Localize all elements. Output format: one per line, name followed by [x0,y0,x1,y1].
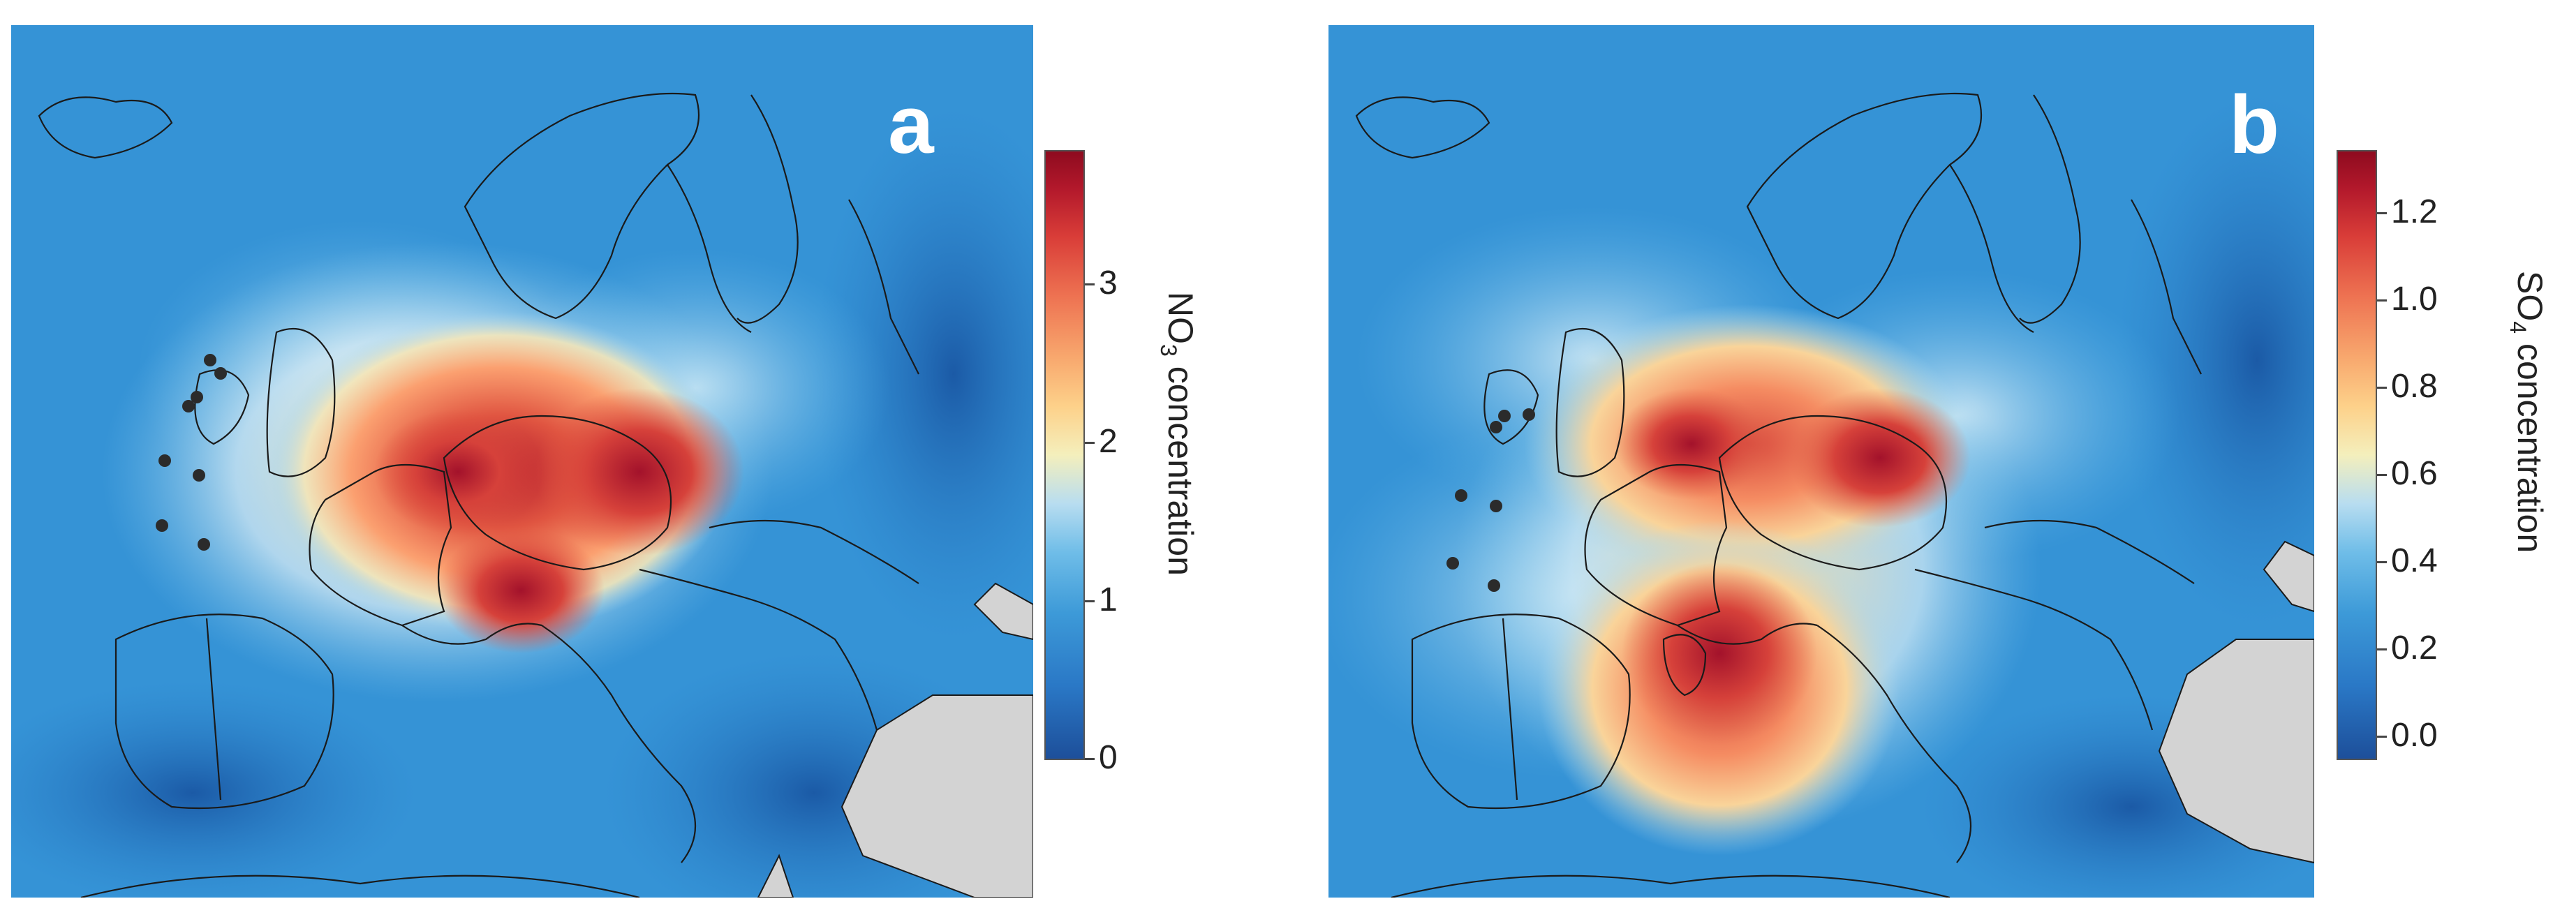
colorbar-tick-label: 3 [1099,265,1118,302]
colorbar-title: SO4 concentration [2505,271,2549,553]
colorbar-tick-label: 0.8 [2391,368,2438,405]
colorbar-title-prefix: NO [1161,292,1200,344]
so4-colorbar [2337,150,2377,760]
colorbar-tick-mark [1085,283,1095,285]
map-b-svg [1328,25,2314,898]
colorbar-tick-mark [2377,561,2387,563]
colorbar-tick-label: 2 [1099,423,1118,460]
sample-site [1498,410,1511,422]
colorbar-title-prefix: SO [2510,271,2549,322]
colorbar-title-suffix: concentration [1161,356,1200,576]
sample-site [1490,421,1502,433]
colorbar-tick-label: 0.6 [2391,455,2438,492]
no3-colorbar [1044,150,1085,760]
colorbar-title-subscript: 4 [2505,321,2531,334]
sample-sites-a [156,354,227,551]
sample-site [182,400,195,412]
colorbar-tick-label: 0.2 [2391,630,2438,667]
sample-site [1523,408,1535,421]
colorbar-tick-mark [2377,387,2387,389]
no3-concentration-map [11,25,1033,898]
sample-site [156,519,168,532]
colorbar-tick-mark [1085,600,1095,602]
sample-site [193,469,205,482]
map-a-svg [11,25,1033,898]
colorbar-gradient [1046,151,1083,759]
colorbar-tick-mark [2377,212,2387,214]
panel-letter: b [2229,79,2280,171]
colorbar-title: NO3 concentration [1156,292,1200,576]
sample-site [204,354,216,366]
colorbar-title-subscript: 3 [1156,344,1181,357]
colorbar-tick-mark [2377,736,2387,738]
sample-site [1490,500,1502,512]
panel-a: a 0 1 2 3 NO3 concentration [11,25,1200,898]
sample-site [1488,579,1500,592]
sample-site [214,367,227,380]
colorbar-tick-label: 0 [1099,739,1118,776]
panel-b: b 0.0 0.2 0.4 0.6 0.8 1.0 1.2 SO4 concen… [1288,0,2576,915]
colorbar-tick-label: 1 [1099,581,1118,618]
sample-site [198,538,210,551]
so4-concentration-map [1328,25,2314,898]
colorbar-tick-label: 1.2 [2391,193,2438,230]
colorbar-title-suffix: concentration [2510,334,2549,553]
panel-letter: a [888,79,934,171]
sample-site [158,454,171,467]
colorbar-tick-mark [2377,474,2387,476]
sample-site [1446,557,1459,570]
colorbar-gradient [2338,151,2376,759]
colorbar-tick-mark [1085,442,1095,444]
sample-site [1455,489,1467,502]
colorbar-tick-mark [2377,648,2387,650]
colorbar-tick-mark [1085,758,1095,760]
colorbar-tick-label: 0.4 [2391,542,2438,579]
colorbar-tick-label: 0.0 [2391,717,2438,754]
sample-site [191,391,203,403]
sample-sites-b [1446,408,1535,592]
colorbar-tick-label: 1.0 [2391,281,2438,318]
colorbar-tick-mark [2377,299,2387,302]
